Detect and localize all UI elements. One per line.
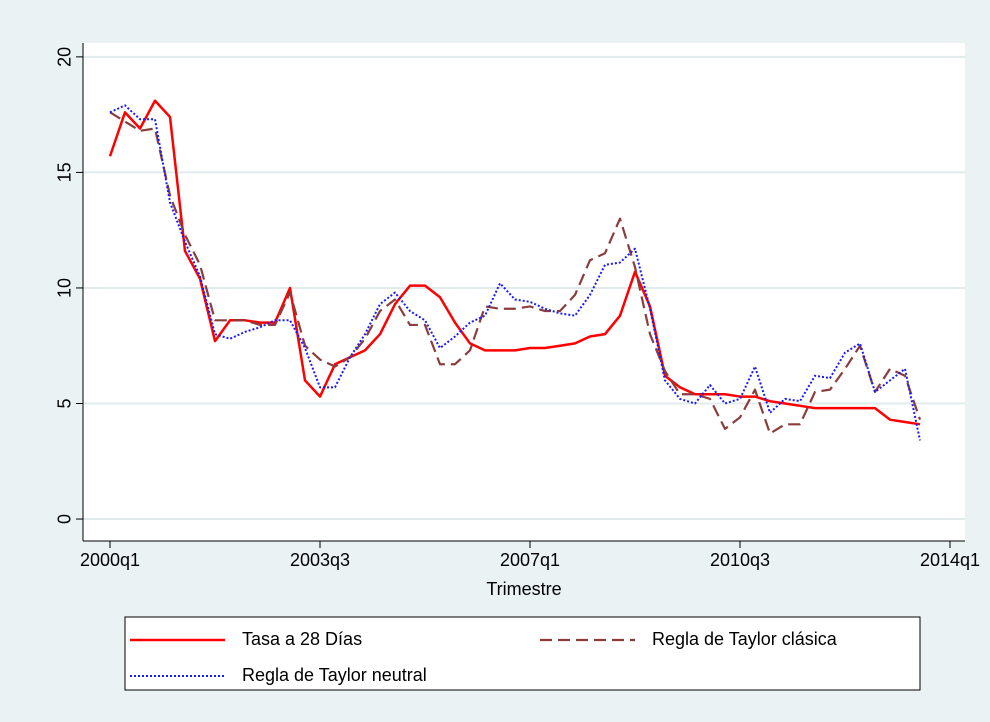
x-tick-label: 2003q3 [290,550,350,570]
legend-label: Tasa a 28 Días [242,629,362,649]
y-tick-label: 20 [55,47,75,67]
y-tick-label: 0 [55,514,75,524]
y-tick-label: 5 [55,398,75,408]
legend [124,616,921,691]
legend-label: Regla de Taylor neutral [242,665,427,685]
x-tick-label: 2010q3 [710,550,770,570]
series-line [109,111,922,435]
series-line [109,104,921,441]
x-tick-label: 2000q1 [80,550,140,570]
y-tick-label: 15 [55,162,75,182]
x-tick-label: 2014q1 [920,550,980,570]
x-tick-label: 2007q1 [500,550,560,570]
series-line [108,99,921,426]
plot-area [83,43,965,541]
legend-label: Regla de Taylor clásica [652,629,838,649]
y-tick-label: 10 [55,278,75,298]
x-axis-title: Trimestre [486,579,561,599]
